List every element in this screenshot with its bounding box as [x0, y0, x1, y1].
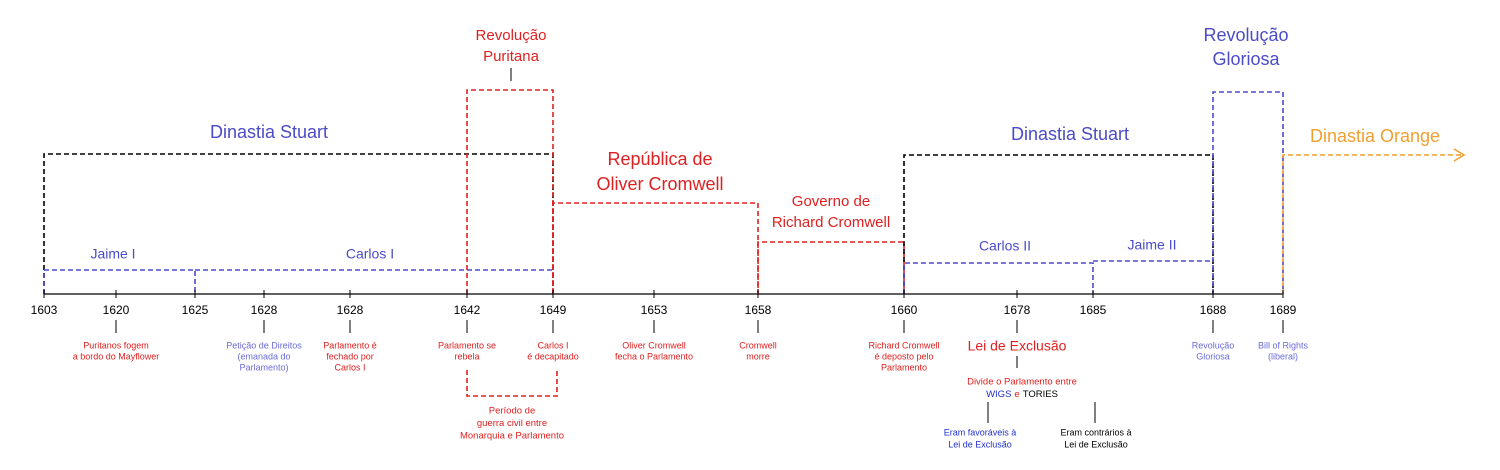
event-label: fecha o Parlamento: [615, 351, 693, 361]
event-label: Parlamento é: [323, 340, 377, 350]
arrow-head: [1453, 148, 1466, 162]
event-label: é deposto pelo: [874, 351, 933, 361]
period-label: Governo de: [792, 193, 870, 210]
orange-arrow: [1282, 154, 1462, 294]
year-label: 1628: [251, 303, 278, 317]
event-label: Parlamento: [881, 362, 927, 372]
puritan-box: [466, 89, 554, 294]
event-label: morre: [746, 351, 770, 361]
event-label: a bordo do Mayflower: [73, 351, 160, 361]
year-label: 1658: [745, 303, 772, 317]
reign-line: [43, 269, 196, 294]
event-label: Carlos I: [334, 362, 365, 372]
event-label: Parlamento): [239, 362, 288, 372]
event-label: Revolução: [1192, 340, 1235, 350]
stuart-box: [43, 153, 554, 294]
reign-label: Carlos I: [346, 246, 394, 262]
event-label: Richard Cromwell: [868, 340, 939, 350]
year-label: 1625: [182, 303, 209, 317]
year-label: 1642: [454, 303, 481, 317]
period-label: Puritana: [483, 48, 540, 65]
event-label: rebela: [454, 351, 479, 361]
event-label: Lei de Exclusão: [968, 338, 1067, 354]
period-label: Dinastia Stuart: [1011, 124, 1129, 144]
party-note: Eram favoráveis à: [944, 427, 1017, 437]
party-note: Lei de Exclusão: [948, 439, 1012, 449]
reign-line: [903, 262, 1094, 294]
period-label: Dinastia Orange: [1310, 126, 1440, 146]
glorious-box: [1212, 91, 1284, 294]
civil-war-label: Monarquia e Parlamento: [460, 431, 564, 442]
period-label: Gloriosa: [1212, 49, 1280, 69]
event-label: é decapitado: [527, 351, 579, 361]
period-label: Revolução: [476, 27, 547, 44]
year-label: 1603: [31, 303, 58, 317]
event-label: Bill of Rights: [1258, 340, 1309, 350]
year-label: 1685: [1080, 303, 1107, 317]
event-label: Parlamento se: [438, 340, 496, 350]
event-label: (emanada do: [237, 351, 290, 361]
stuart-box: [903, 154, 1214, 294]
civil-war-label: Período de: [489, 406, 535, 417]
year-label: 1628: [337, 303, 364, 317]
event-label: Gloriosa: [1196, 351, 1230, 361]
year-label: 1688: [1200, 303, 1227, 317]
richard-box: [757, 241, 905, 294]
year-label: 1689: [1270, 303, 1297, 317]
period-label: República de: [607, 149, 712, 169]
tories: TORIES: [1023, 389, 1058, 400]
year-label: 1653: [641, 303, 668, 317]
civil-war-label: guerra civil entre: [477, 418, 547, 429]
year-label: 1660: [891, 303, 918, 317]
period-label: Oliver Cromwell: [596, 174, 723, 194]
and: e: [1014, 389, 1019, 400]
reign-label: Jaime II: [1127, 237, 1176, 253]
party-note: Lei de Exclusão: [1064, 439, 1128, 449]
event-label: Oliver Cromwell: [622, 340, 686, 350]
division-label: Divide o Parlamento entre: [967, 377, 1077, 388]
wigs: WIGS: [986, 389, 1011, 400]
period-label: Richard Cromwell: [772, 214, 890, 231]
event-label: Petição de Direitos: [226, 340, 302, 350]
year-label: 1678: [1004, 303, 1031, 317]
event-label: Puritanos fogem: [83, 340, 149, 350]
year-label: 1620: [103, 303, 130, 317]
event-label: fechado por: [326, 351, 374, 361]
year-label: 1649: [540, 303, 567, 317]
event-label: (liberal): [1268, 351, 1298, 361]
period-label: Dinastia Stuart: [210, 122, 328, 142]
party-note: Eram contrários à: [1060, 427, 1131, 437]
division-parties: WIGS e TORIES: [986, 389, 1058, 400]
event-label: Cromwell: [739, 340, 777, 350]
period-label: Revolução: [1203, 25, 1288, 45]
event-label: Carlos I: [537, 340, 568, 350]
reign-label: Jaime I: [90, 246, 135, 262]
reign-label: Carlos II: [979, 238, 1031, 254]
republic-box: [552, 202, 759, 294]
civil-war-bracket: [466, 370, 558, 397]
